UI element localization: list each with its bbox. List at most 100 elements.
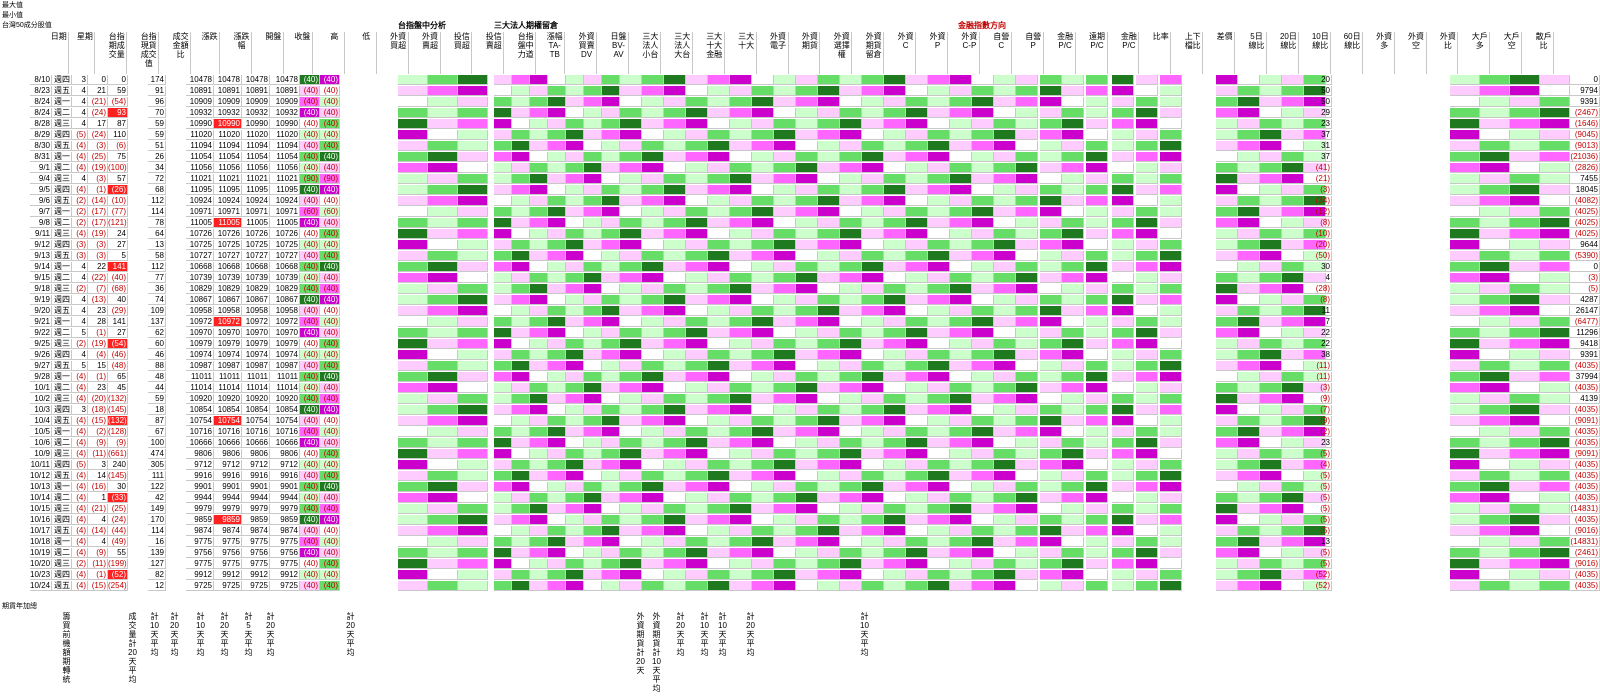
colour-cell[interactable] bbox=[428, 86, 458, 96]
colour-cell[interactable] bbox=[1480, 152, 1510, 162]
colour-cell[interactable] bbox=[884, 438, 906, 448]
colour-cell[interactable] bbox=[1016, 163, 1038, 173]
colour-cell[interactable] bbox=[1136, 570, 1158, 580]
colour-cell[interactable] bbox=[1510, 471, 1540, 481]
colour-cell[interactable] bbox=[1510, 163, 1540, 173]
colour-cell[interactable] bbox=[1480, 339, 1510, 349]
cell[interactable]: (4035) bbox=[1570, 493, 1600, 503]
colour-cell[interactable] bbox=[928, 372, 950, 382]
colour-cell[interactable] bbox=[1510, 218, 1540, 228]
colour-cell[interactable] bbox=[1160, 284, 1182, 294]
colour-cell[interactable] bbox=[1510, 86, 1540, 96]
colour-cell[interactable] bbox=[1510, 449, 1540, 459]
colour-cell[interactable] bbox=[1238, 526, 1260, 536]
colour-cell[interactable] bbox=[1510, 152, 1540, 162]
colour-cell[interactable] bbox=[972, 339, 994, 349]
colour-cell[interactable] bbox=[1136, 306, 1158, 316]
colour-cell[interactable] bbox=[840, 460, 862, 470]
colour-cell[interactable] bbox=[584, 130, 602, 140]
colour-cell[interactable] bbox=[1016, 559, 1038, 569]
cell[interactable]: 9901 bbox=[214, 482, 242, 492]
colour-cell[interactable] bbox=[1112, 460, 1134, 470]
colour-cell[interactable] bbox=[620, 119, 642, 129]
colour-cell[interactable] bbox=[602, 240, 620, 250]
colour-cell[interactable] bbox=[1216, 339, 1238, 349]
colour-cell[interactable] bbox=[1480, 405, 1510, 415]
colour-cell[interactable] bbox=[602, 559, 620, 569]
cell[interactable]: 11021 bbox=[242, 174, 270, 184]
colour-cell[interactable] bbox=[602, 449, 620, 459]
colour-cell[interactable] bbox=[1450, 416, 1480, 426]
cell[interactable]: 13 bbox=[148, 240, 166, 250]
colour-cell[interactable] bbox=[730, 570, 752, 580]
colour-cell[interactable] bbox=[972, 372, 994, 382]
colour-cell[interactable] bbox=[1216, 317, 1238, 327]
colour-cell[interactable] bbox=[1450, 229, 1480, 239]
colour-cell[interactable] bbox=[642, 207, 664, 217]
cell[interactable]: (49) bbox=[108, 537, 128, 547]
cell[interactable]: 10867 bbox=[214, 295, 242, 305]
colour-cell[interactable] bbox=[928, 405, 950, 415]
colour-cell[interactable] bbox=[620, 163, 642, 173]
colour-cell[interactable] bbox=[1160, 163, 1182, 173]
cell[interactable]: (2) bbox=[1304, 427, 1332, 437]
colour-cell[interactable] bbox=[1136, 229, 1158, 239]
cell[interactable]: 10716 bbox=[214, 427, 242, 437]
colour-cell[interactable] bbox=[906, 174, 928, 184]
colour-cell[interactable] bbox=[512, 361, 530, 371]
cell[interactable]: (145) bbox=[108, 405, 128, 415]
cell[interactable]: 10987 bbox=[270, 361, 300, 371]
cell[interactable]: (40) bbox=[320, 548, 340, 558]
colour-cell[interactable] bbox=[1238, 515, 1260, 525]
cell[interactable]: 10920 bbox=[242, 394, 270, 404]
table-row[interactable]: 10/16 週四 (4) 4 (24) 170 9859 9859 9859 9859 (40) (4… bbox=[0, 515, 1600, 525]
colour-cell[interactable] bbox=[620, 493, 642, 503]
cell[interactable]: 9725 bbox=[214, 581, 242, 591]
cell[interactable]: 11054 bbox=[214, 152, 242, 162]
colour-cell[interactable] bbox=[1016, 471, 1038, 481]
colour-cell[interactable] bbox=[398, 97, 428, 107]
colour-cell[interactable] bbox=[906, 482, 928, 492]
cell[interactable]: 72 bbox=[148, 174, 166, 184]
cell[interactable]: 10/12 bbox=[30, 471, 52, 481]
colour-cell[interactable] bbox=[1238, 471, 1260, 481]
colour-cell[interactable] bbox=[708, 306, 730, 316]
colour-cell[interactable] bbox=[906, 394, 928, 404]
colour-cell[interactable] bbox=[1160, 108, 1182, 118]
colour-cell[interactable] bbox=[686, 449, 708, 459]
colour-cell[interactable] bbox=[796, 284, 818, 294]
cell[interactable]: 10668 bbox=[186, 262, 214, 272]
colour-cell[interactable] bbox=[458, 218, 488, 228]
colour-cell[interactable] bbox=[774, 570, 796, 580]
cell[interactable]: (4) bbox=[72, 526, 88, 536]
colour-cell[interactable] bbox=[1510, 141, 1540, 151]
colour-cell[interactable] bbox=[398, 317, 428, 327]
colour-cell[interactable] bbox=[862, 240, 884, 250]
colour-cell[interactable] bbox=[730, 119, 752, 129]
colour-cell[interactable] bbox=[708, 185, 730, 195]
colour-cell[interactable] bbox=[458, 240, 488, 250]
cell[interactable]: (2) bbox=[72, 284, 88, 294]
table-row[interactable]: 8/23 週五 4 21 59 91 10891 10891 10891 10891 (40) (40… bbox=[0, 86, 1600, 96]
colour-cell[interactable] bbox=[1040, 548, 1062, 558]
cell[interactable]: 14 bbox=[88, 471, 108, 481]
colour-cell[interactable] bbox=[548, 438, 566, 448]
cell[interactable]: 週四 bbox=[52, 460, 72, 470]
cell[interactable]: 週四 bbox=[52, 295, 72, 305]
colour-cell[interactable] bbox=[428, 427, 458, 437]
colour-cell[interactable] bbox=[1480, 548, 1510, 558]
cell[interactable]: 64 bbox=[148, 229, 166, 239]
cell[interactable]: 10754 bbox=[214, 416, 242, 426]
colour-cell[interactable] bbox=[774, 284, 796, 294]
cell[interactable]: 10932 bbox=[242, 108, 270, 118]
colour-cell[interactable] bbox=[566, 75, 584, 85]
colour-cell[interactable] bbox=[566, 339, 584, 349]
cell[interactable]: 9916 bbox=[242, 471, 270, 481]
colour-cell[interactable] bbox=[708, 196, 730, 206]
colour-cell[interactable] bbox=[530, 163, 548, 173]
colour-cell[interactable] bbox=[458, 482, 488, 492]
colour-cell[interactable] bbox=[1136, 328, 1158, 338]
colour-cell[interactable] bbox=[994, 196, 1016, 206]
colour-cell[interactable] bbox=[994, 262, 1016, 272]
colour-cell[interactable] bbox=[494, 427, 512, 437]
